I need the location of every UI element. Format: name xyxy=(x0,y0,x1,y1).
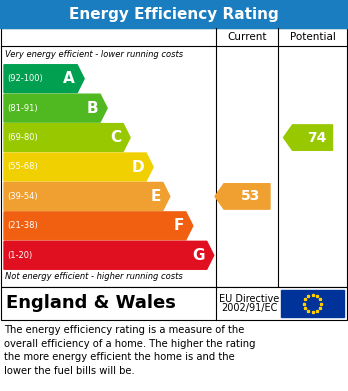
Polygon shape xyxy=(4,241,214,269)
Text: Very energy efficient - lower running costs: Very energy efficient - lower running co… xyxy=(5,50,183,59)
Text: (81-91): (81-91) xyxy=(7,104,38,113)
Text: 53: 53 xyxy=(241,189,261,203)
Polygon shape xyxy=(4,65,84,93)
Polygon shape xyxy=(4,153,153,181)
Text: 74: 74 xyxy=(307,131,326,145)
Polygon shape xyxy=(284,125,332,150)
Text: E: E xyxy=(150,189,161,204)
Text: (69-80): (69-80) xyxy=(7,133,38,142)
Text: (21-38): (21-38) xyxy=(7,221,38,230)
Text: (39-54): (39-54) xyxy=(7,192,38,201)
Text: Current: Current xyxy=(227,32,267,42)
Text: The energy efficiency rating is a measure of the
overall efficiency of a home. T: The energy efficiency rating is a measur… xyxy=(4,325,255,376)
Text: (92-100): (92-100) xyxy=(7,74,43,83)
Text: EU Directive: EU Directive xyxy=(219,294,279,305)
Polygon shape xyxy=(4,183,170,210)
Bar xyxy=(1,28,347,287)
Text: A: A xyxy=(63,71,75,86)
Polygon shape xyxy=(4,124,130,152)
Text: F: F xyxy=(173,218,184,233)
Text: C: C xyxy=(110,130,121,145)
Bar xyxy=(1,287,347,320)
Polygon shape xyxy=(4,212,193,240)
Text: D: D xyxy=(132,160,144,174)
Polygon shape xyxy=(4,94,107,122)
Text: England & Wales: England & Wales xyxy=(6,294,176,312)
Text: (55-68): (55-68) xyxy=(7,163,38,172)
Bar xyxy=(0,0,348,28)
Text: Not energy efficient - higher running costs: Not energy efficient - higher running co… xyxy=(5,272,183,281)
Text: Potential: Potential xyxy=(290,32,335,42)
Text: B: B xyxy=(87,100,98,116)
Text: (1-20): (1-20) xyxy=(7,251,32,260)
Polygon shape xyxy=(215,184,270,209)
Text: Energy Efficiency Rating: Energy Efficiency Rating xyxy=(69,7,279,22)
Text: G: G xyxy=(192,248,205,263)
Text: 2002/91/EC: 2002/91/EC xyxy=(221,303,277,314)
Bar xyxy=(281,290,344,317)
